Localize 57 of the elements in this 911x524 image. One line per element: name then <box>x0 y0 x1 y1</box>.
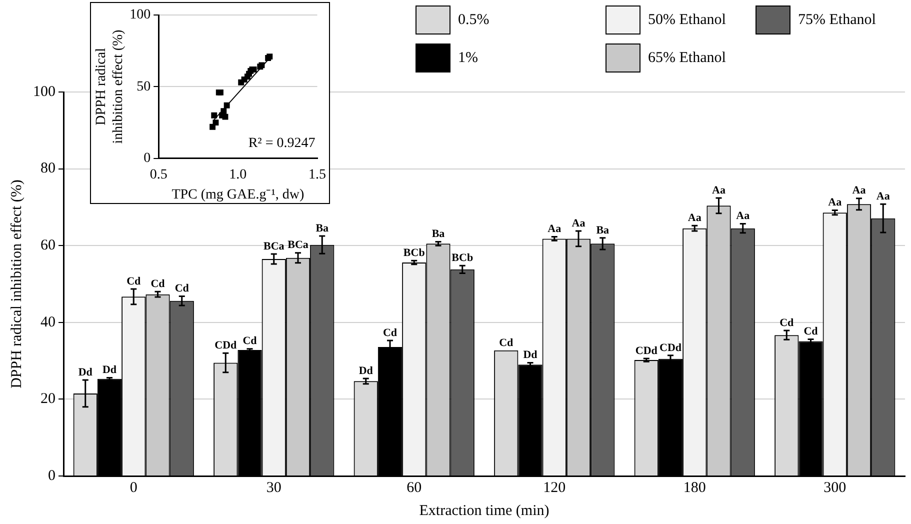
data-label: CDd <box>214 339 237 352</box>
data-label: Cd <box>780 316 794 329</box>
data-label: Aa <box>736 210 750 222</box>
x-tick-label: 1.0 <box>229 167 247 182</box>
data-label: CDd <box>635 344 658 357</box>
data-label: Dd <box>78 366 92 378</box>
legend-label: 65% Ethanol <box>648 50 726 66</box>
data-label: Aa <box>548 223 562 236</box>
data-label: Aa <box>712 184 726 196</box>
data-label: Aa <box>828 196 842 209</box>
data-label: Aa <box>876 190 890 202</box>
data-label: Ba <box>316 222 330 234</box>
data-label: Aa <box>688 212 702 224</box>
data-label: Cd <box>174 282 189 295</box>
data-label: Ba <box>596 224 610 236</box>
data-label: BCa <box>288 239 309 252</box>
y-tick-label: 0 <box>48 468 56 484</box>
data-label: Dd <box>358 364 373 377</box>
y-tick-label: 0 <box>144 151 151 166</box>
annotation: R² = 0.9247 <box>248 136 316 152</box>
legend-label: 1% <box>458 50 478 66</box>
y-tick-label: 40 <box>40 314 56 330</box>
data-label: Cd <box>150 278 165 290</box>
data-label: Cd <box>804 326 818 338</box>
data-label: Aa <box>572 217 586 230</box>
legend-label: 0.5% <box>458 12 490 28</box>
y-tick-label: 60 <box>40 238 56 254</box>
y-tick-label: 100 <box>130 8 151 23</box>
x-axis-title: TPC (mg GAE.g⁻¹, dw) <box>172 187 304 202</box>
data-label: Ba <box>432 228 446 240</box>
data-label: BCa <box>263 240 285 252</box>
legend-label: 50% Ethanol <box>648 12 726 28</box>
data-label: Dd <box>523 349 538 362</box>
x-tick-label: 180 <box>683 480 706 496</box>
y-tick-label: 20 <box>40 391 56 408</box>
data-label: Cd <box>382 326 398 339</box>
y-tick-label: 50 <box>136 79 151 94</box>
x-tick-label: 30 <box>266 480 282 496</box>
x-tick-label: 300 <box>824 480 846 496</box>
y-axis-title: DPPH radical inhibition effect (%) <box>94 29 126 144</box>
x-tick-label: 120 <box>543 480 566 496</box>
legend-label: 75% Ethanol <box>798 12 876 28</box>
x-tick-label: 60 <box>406 480 422 496</box>
data-label: CDd <box>659 342 682 354</box>
x-tick-label: 1.5 <box>308 167 326 182</box>
data-label: Dd <box>102 364 117 376</box>
data-label: Cd <box>242 335 257 348</box>
data-label: Cd <box>126 275 141 288</box>
x-tick-label: 0.5 <box>150 167 168 182</box>
data-label: BCb <box>452 252 474 264</box>
data-label: Cd <box>499 336 514 349</box>
data-label: BCb <box>403 246 425 259</box>
y-tick-label: 80 <box>40 160 56 177</box>
x-axis-title: Extraction time (min) <box>419 502 550 519</box>
y-axis-title: DPPH radical inhibition effect (%) <box>8 180 25 388</box>
y-tick-label: 100 <box>33 84 56 100</box>
data-label: Aa <box>852 184 866 197</box>
